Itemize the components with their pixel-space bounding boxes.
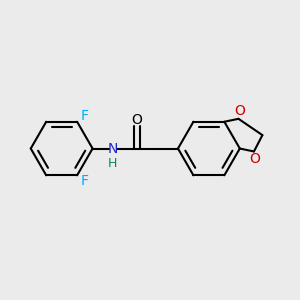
Text: O: O	[234, 104, 245, 118]
Text: H: H	[108, 157, 117, 170]
Text: F: F	[80, 174, 88, 188]
Text: N: N	[108, 142, 119, 155]
Text: F: F	[80, 110, 88, 124]
Text: O: O	[131, 113, 142, 127]
Text: O: O	[249, 152, 260, 166]
